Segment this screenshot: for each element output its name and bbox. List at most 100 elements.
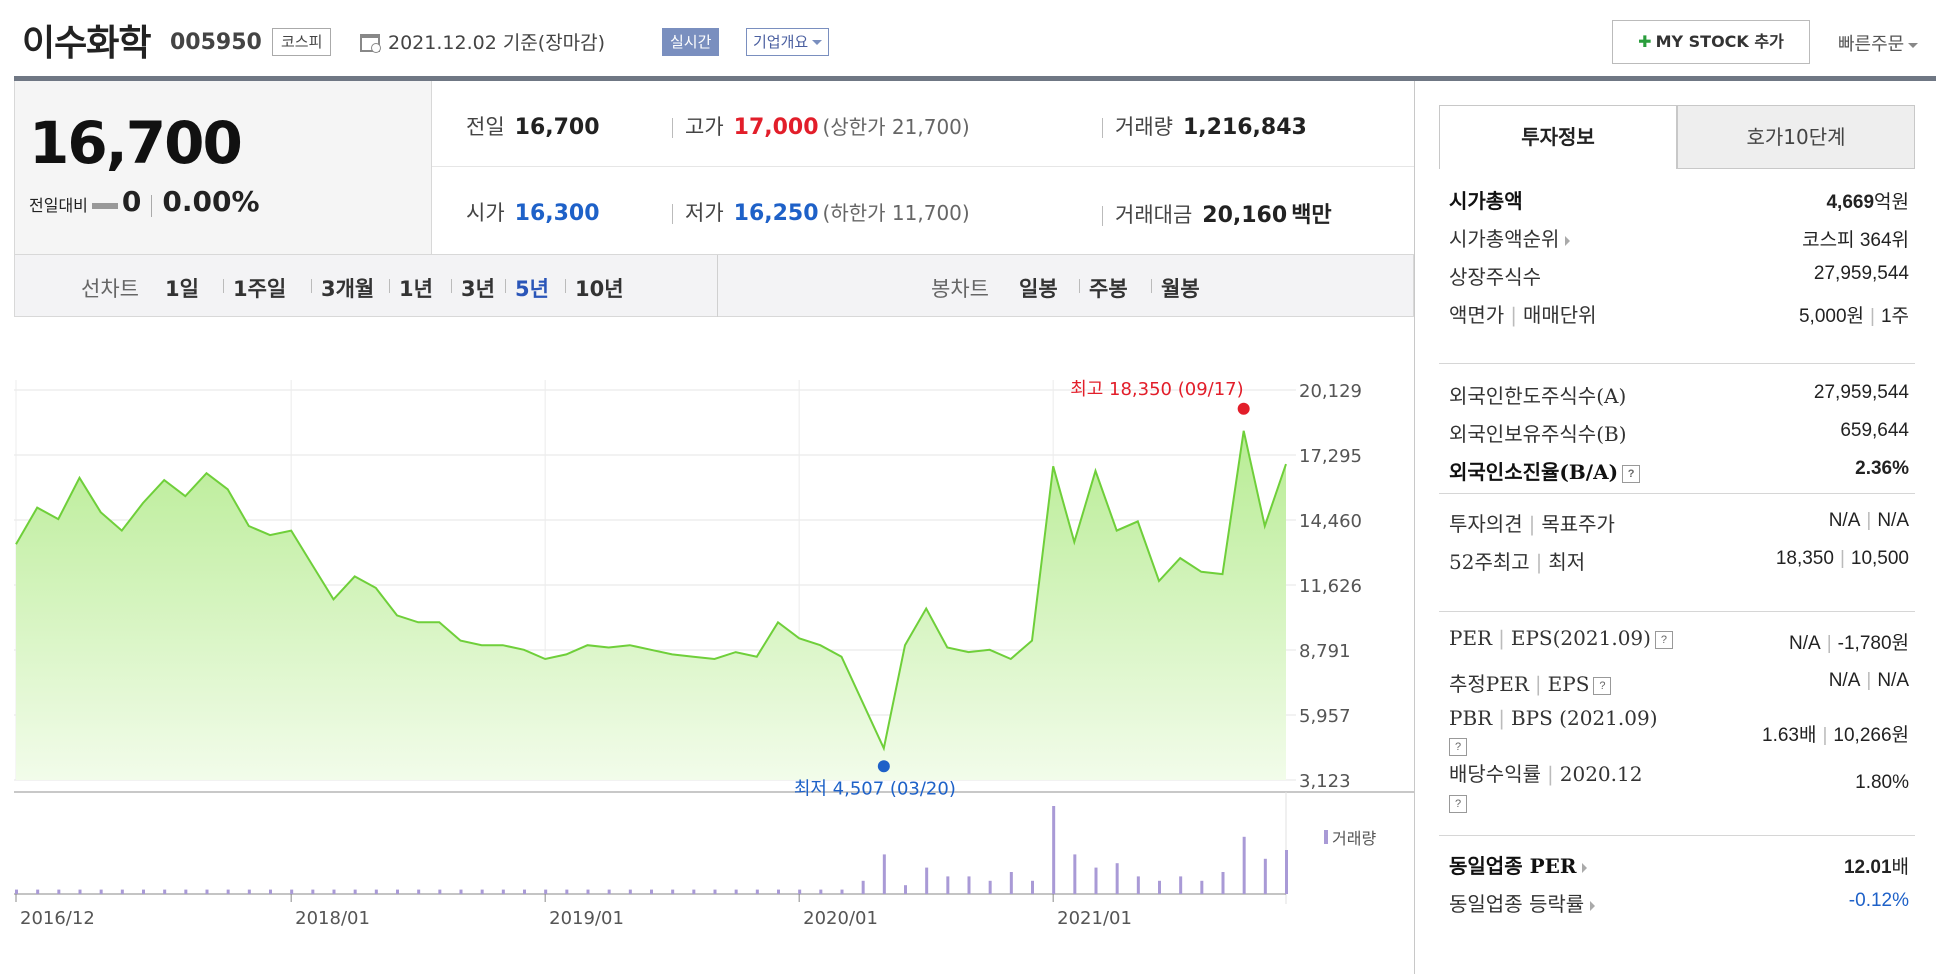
info-value-text: N/A xyxy=(1828,670,1861,691)
volume-bar xyxy=(438,889,442,894)
volume-bar xyxy=(142,889,145,894)
volume-bar xyxy=(36,889,40,894)
volume-bar xyxy=(1158,880,1161,894)
info-tabs: 투자정보 호가10단계 xyxy=(1439,105,1915,169)
info-value-text: N/A xyxy=(1877,510,1909,531)
volume-bar xyxy=(480,889,484,894)
volume-bar xyxy=(1263,858,1267,894)
volume-bar xyxy=(628,889,632,894)
period-tab[interactable]: 3개월 xyxy=(321,277,375,301)
period-tab[interactable]: 1일 xyxy=(165,277,199,301)
info-key-text: 액면가 xyxy=(1449,303,1505,327)
low-value: 16,250 xyxy=(733,201,819,226)
stock-code: 005950 xyxy=(170,30,262,55)
period-tab[interactable]: 1년 xyxy=(399,277,433,301)
quick-order-button[interactable]: 빠른주문 xyxy=(1838,30,1919,56)
realtime-button[interactable]: 실시간 xyxy=(662,28,720,56)
help-icon[interactable]: ? xyxy=(1449,737,1467,756)
info-key: 외국인보유주식수(B) xyxy=(1449,418,1627,447)
info-value: 코스피 364위 xyxy=(1802,225,1909,252)
info-value: 1.63배 | 10,266원 xyxy=(1762,720,1909,747)
open-price: 시가 16,300 xyxy=(466,197,600,227)
help-icon[interactable]: ? xyxy=(1593,676,1612,695)
volume-bar xyxy=(1242,836,1246,894)
y-tick-label: 5,957 xyxy=(1299,706,1351,727)
volume-bar xyxy=(1115,863,1119,894)
period-tab[interactable]: 5년 xyxy=(515,277,549,301)
volume-bar xyxy=(650,889,653,894)
volume-bar xyxy=(1221,872,1225,894)
tab-order-book[interactable]: 호가10단계 xyxy=(1677,105,1915,169)
change-percent: 0.00% xyxy=(162,185,260,218)
volume-bar xyxy=(1031,880,1034,894)
volume-bar xyxy=(163,889,167,894)
info-key: 외국인소진율(B/A)? xyxy=(1449,456,1641,485)
info-key: 추정PER | EPS? xyxy=(1449,668,1612,697)
info-key-text: 매매단위 xyxy=(1522,303,1597,327)
volume-bar xyxy=(332,889,336,894)
company-overview-button[interactable]: 기업개요 xyxy=(746,28,830,56)
period-tab[interactable]: 1주일 xyxy=(233,277,287,301)
arrow-right-icon[interactable] xyxy=(1582,862,1588,873)
volume-bar xyxy=(734,889,738,894)
volume-bar xyxy=(586,889,590,894)
arrow-right-icon[interactable] xyxy=(1590,900,1596,911)
info-row: 52주최고 | 최저 18,350 | 10,500 xyxy=(1449,546,1909,584)
candle-period-tab[interactable]: 월봉 xyxy=(1161,277,1200,301)
volume-bar xyxy=(120,889,124,894)
info-value-unit: 배 xyxy=(1891,857,1909,878)
info-key: 액면가 | 매매단위 xyxy=(1449,299,1597,328)
volume-legend-swatch xyxy=(1324,830,1328,844)
help-icon[interactable]: ? xyxy=(1449,794,1467,813)
divider xyxy=(565,279,566,293)
amount-label: 거래대금 xyxy=(1115,203,1193,227)
x-tick-label: 2018/01 xyxy=(295,908,370,929)
change-value: 0 xyxy=(121,185,142,218)
help-icon[interactable]: ? xyxy=(1654,630,1673,649)
info-value: N/A | N/A xyxy=(1829,670,1909,692)
info-key: 상장주식수 xyxy=(1449,261,1541,290)
period-tab[interactable]: 10년 xyxy=(575,277,624,301)
volume-bar xyxy=(544,889,548,894)
low-marker xyxy=(877,760,890,773)
volume-bar xyxy=(798,889,802,894)
candle-period-tab[interactable]: 일봉 xyxy=(1019,277,1058,301)
info-key-text: 시가총액 xyxy=(1449,189,1523,213)
info-value: 18,350 | 10,500 xyxy=(1776,548,1909,570)
info-value: N/A | -1,780원 xyxy=(1789,628,1909,655)
volume-bar xyxy=(777,889,780,894)
flat-icon xyxy=(91,203,118,209)
info-section: 외국인한도주식수(A) 27,959,544 외국인보유주식수(B) 659,644 외… xyxy=(1439,363,1915,484)
info-key-text: 동일업종 등락률 xyxy=(1449,892,1585,916)
info-key-text: 시가총액순위 xyxy=(1449,227,1560,251)
high-annotation: 최고 18,350 (09/17) xyxy=(1070,379,1243,400)
volume-bar xyxy=(417,889,421,894)
info-section: 투자의견 | 목표주가 N/A | N/A 52주최고 | 최저 18,350 | 10,500 xyxy=(1439,493,1915,597)
help-icon[interactable]: ? xyxy=(1622,464,1641,483)
period-tab[interactable]: 3년 xyxy=(461,277,495,301)
volume-bar xyxy=(819,889,823,894)
candle-period-tab[interactable]: 주봉 xyxy=(1089,277,1128,301)
info-row: PBR | BPS (2021.09)? 1.63배 | 10,266원 xyxy=(1449,706,1909,756)
info-value-text: 5,000원 xyxy=(1798,306,1864,327)
info-value: 659,644 xyxy=(1840,420,1909,442)
y-tick-label: 14,460 xyxy=(1299,511,1362,532)
info-key: 시가총액 xyxy=(1449,185,1523,214)
quote-row: 전일 16,700 고가 17,000 (상한가 21,700) 거래량 1,216,8… xyxy=(432,81,1414,167)
arrow-right-icon[interactable] xyxy=(1565,235,1571,246)
info-value: 5,000원 | 1주 xyxy=(1799,301,1909,328)
info-value-text: N/A xyxy=(1789,633,1821,654)
info-value: -0.12% xyxy=(1849,890,1909,912)
volume-bar xyxy=(57,889,61,894)
volume-bar xyxy=(501,889,505,894)
volume-bar xyxy=(374,889,378,894)
mystock-add-button[interactable]: ✚ MY STOCK 추가 xyxy=(1612,20,1810,64)
divider: | xyxy=(1498,706,1505,730)
tab-invest-info[interactable]: 투자정보 xyxy=(1439,105,1677,169)
volume-bar xyxy=(459,889,463,894)
invest-info-panel: 투자정보 호가10단계 시가총액 4,669억원 시가총액순위 코스피 364위 상장주… xyxy=(1414,81,1946,974)
change-label: 전일대비 xyxy=(29,196,88,215)
volume-bar xyxy=(967,876,971,894)
line-chart-label: 선차트 xyxy=(81,277,139,301)
info-value-text: N/A xyxy=(1877,670,1909,691)
